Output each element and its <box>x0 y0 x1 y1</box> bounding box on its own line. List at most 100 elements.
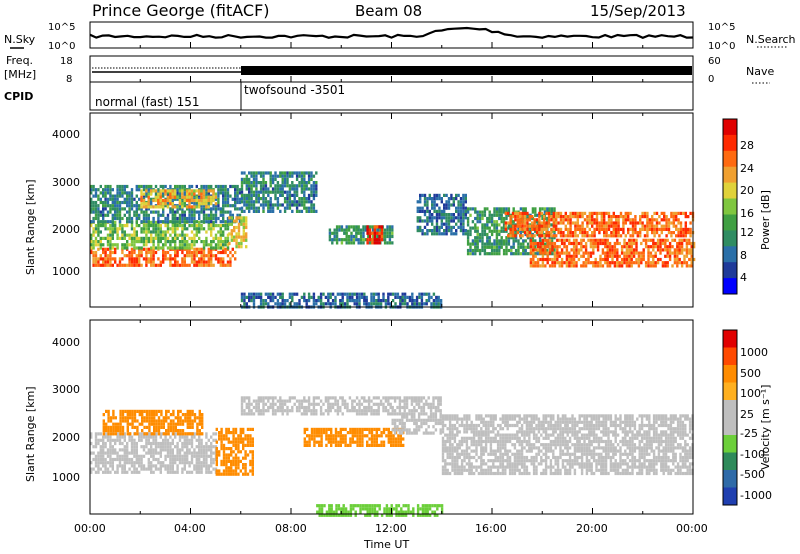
heatmap-cell-2 <box>220 443 223 447</box>
heatmap-cell-5 <box>310 187 313 191</box>
heatmap-cell-10 <box>667 227 671 231</box>
colorbar-swatch <box>723 166 737 184</box>
heatmap-cell-0 <box>188 448 191 452</box>
heatmap-cell-6 <box>386 231 389 235</box>
heatmap-cell-12 <box>363 302 366 306</box>
heatmap-cell-10 <box>615 231 618 235</box>
heatmap-cell-9 <box>481 226 484 230</box>
heatmap-cell-5 <box>310 190 313 194</box>
heatmap-cell-8 <box>457 200 460 204</box>
heatmap-cell-0 <box>159 454 162 458</box>
heatmap-cell-7 <box>376 241 379 245</box>
heatmap-cell-0 <box>126 457 129 462</box>
heatmap-cell-4 <box>325 437 328 441</box>
heatmap-cell-11 <box>587 257 590 262</box>
heatmap-cell-2 <box>225 456 228 460</box>
heatmap-cell-8 <box>447 200 451 204</box>
heatmap-cell-0 <box>169 263 172 267</box>
heatmap-cell-11 <box>529 241 533 246</box>
heatmap-cell-11 <box>676 248 679 252</box>
heatmap-cell-12 <box>252 295 256 299</box>
heatmap-cell-1 <box>189 425 192 429</box>
heatmap-cell-0 <box>210 448 213 452</box>
heatmap-cell-10 <box>634 227 637 231</box>
heatmap-cell-0 <box>116 451 119 455</box>
heatmap-cell-9 <box>474 252 477 256</box>
heatmap-cell-3 <box>205 195 208 199</box>
heatmap-cell-2 <box>251 443 254 447</box>
heatmap-cell-8 <box>438 232 441 236</box>
heatmap-cell-0 <box>164 250 167 255</box>
heatmap-cell-6 <box>333 234 336 239</box>
heatmap-cell-5 <box>269 184 272 188</box>
heatmap-cell-2 <box>200 204 203 208</box>
heatmap-cell-0 <box>210 461 213 465</box>
heatmap-cell-4 <box>310 437 314 441</box>
heatmap-cell-9 <box>543 210 547 214</box>
heatmap-cell-2 <box>90 210 93 214</box>
heatmap-cell-9 <box>538 239 542 243</box>
heatmap-cell-8 <box>443 209 446 213</box>
heatmap-cell-11 <box>608 241 612 246</box>
heatmap-cell-5 <box>288 190 292 194</box>
heatmap-cell-2 <box>126 220 129 224</box>
colorbar-swatch <box>723 230 737 247</box>
heatmap-cell-0 <box>186 470 189 474</box>
heatmap-cell-11 <box>541 257 545 262</box>
heatmap-cell-2 <box>231 204 234 208</box>
heatmap-cell-10 <box>564 215 567 219</box>
heatmap-cell-2 <box>232 431 235 435</box>
heatmap-cell-0 <box>135 257 138 261</box>
heatmap-cell-0 <box>190 457 194 462</box>
heatmap-cell-3 <box>322 412 325 416</box>
heatmap-cell-2 <box>178 184 182 189</box>
heatmap-cell-2 <box>166 200 170 205</box>
heatmap-cell-10 <box>543 215 546 219</box>
heatmap-cell-10 <box>567 221 570 225</box>
heatmap-cell-4 <box>228 232 231 236</box>
heatmap-cell-5 <box>255 177 258 181</box>
power-panel: Slant Range [km] 4000 3000 2000 1000 28 … <box>24 112 772 309</box>
heatmap-cell-2 <box>239 434 242 438</box>
heatmap-cell-0 <box>123 438 126 442</box>
heatmap-cell-6 <box>391 241 394 245</box>
heatmap-cell-9 <box>478 252 482 256</box>
heatmap-cell-8 <box>452 219 455 223</box>
heatmap-cell-9 <box>495 226 499 230</box>
heatmap-cell-3 <box>188 198 191 203</box>
heatmap-cell-0 <box>181 260 184 264</box>
heatmap-cell-12 <box>293 302 296 306</box>
heatmap-cell-2 <box>237 450 240 454</box>
heatmap-cell-0 <box>214 257 218 261</box>
heatmap-cell-1 <box>155 419 158 423</box>
heatmap-cell-0 <box>200 470 203 474</box>
heatmap-cell-9 <box>505 245 508 249</box>
heatmap-cell-11 <box>536 245 540 249</box>
heatmap-cell-5 <box>291 184 294 188</box>
heatmap-cell-11 <box>553 264 557 268</box>
heatmap-cell-4 <box>385 427 388 431</box>
heatmap-cell-8 <box>445 219 448 223</box>
heatmap-cell-0 <box>205 451 208 455</box>
heatmap-cell-0 <box>102 464 105 468</box>
heatmap-cell-0 <box>205 457 208 462</box>
heatmap-cell-1 <box>138 413 141 417</box>
heatmap-cell-0 <box>104 263 107 267</box>
heatmap-cell-3 <box>195 198 198 203</box>
heatmap-cell-11 <box>553 257 557 262</box>
heatmap-cell-11 <box>625 257 629 262</box>
heatmap-cell-1 <box>130 227 134 231</box>
heatmap-cell-11 <box>608 251 612 255</box>
heatmap-cell-3 <box>339 409 342 413</box>
heatmap-cell-10 <box>591 224 594 228</box>
heatmap-cell-9 <box>522 229 525 233</box>
heatmap-cell-9 <box>519 207 523 211</box>
heatmap-cell-9 <box>517 245 520 249</box>
heatmap-cell-8 <box>455 232 458 236</box>
heatmap-cell-0 <box>198 247 201 251</box>
heatmap-cell-10 <box>607 227 611 231</box>
heatmap-cell-3 <box>197 202 201 206</box>
heatmap-cell-0 <box>116 438 119 442</box>
heatmap-cell-2 <box>92 204 95 208</box>
heatmap-cell-3 <box>166 198 170 203</box>
